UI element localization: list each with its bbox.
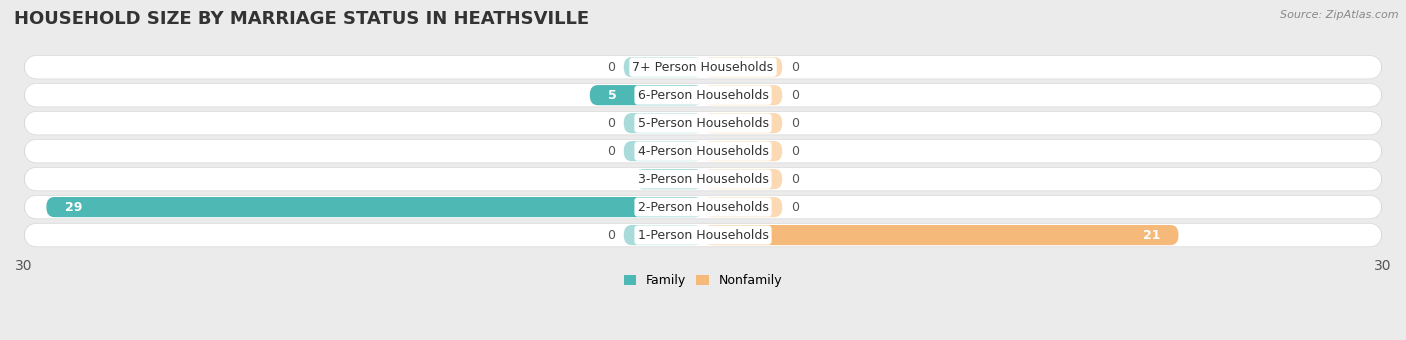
FancyBboxPatch shape	[624, 141, 703, 161]
Text: Source: ZipAtlas.com: Source: ZipAtlas.com	[1281, 10, 1399, 20]
FancyBboxPatch shape	[24, 83, 1382, 107]
Text: 6-Person Households: 6-Person Households	[637, 89, 769, 102]
Text: HOUSEHOLD SIZE BY MARRIAGE STATUS IN HEATHSVILLE: HOUSEHOLD SIZE BY MARRIAGE STATUS IN HEA…	[14, 10, 589, 28]
Text: 7+ Person Households: 7+ Person Households	[633, 61, 773, 74]
Text: 4-Person Households: 4-Person Households	[637, 144, 769, 158]
FancyBboxPatch shape	[703, 113, 782, 133]
FancyBboxPatch shape	[24, 195, 1382, 219]
FancyBboxPatch shape	[703, 85, 782, 105]
Text: 0: 0	[607, 144, 614, 158]
Text: 0: 0	[792, 144, 799, 158]
FancyBboxPatch shape	[589, 85, 703, 105]
FancyBboxPatch shape	[46, 197, 703, 217]
FancyBboxPatch shape	[624, 57, 703, 77]
Text: 5-Person Households: 5-Person Households	[637, 117, 769, 130]
Text: 0: 0	[792, 61, 799, 74]
FancyBboxPatch shape	[703, 197, 782, 217]
FancyBboxPatch shape	[703, 169, 782, 189]
FancyBboxPatch shape	[703, 225, 1178, 245]
FancyBboxPatch shape	[624, 113, 703, 133]
Text: 1-Person Households: 1-Person Households	[637, 228, 769, 241]
Text: 0: 0	[792, 117, 799, 130]
Text: 29: 29	[65, 201, 82, 214]
FancyBboxPatch shape	[24, 112, 1382, 135]
Text: 2-Person Households: 2-Person Households	[637, 201, 769, 214]
Text: 0: 0	[792, 89, 799, 102]
Text: 3-Person Households: 3-Person Households	[637, 173, 769, 186]
FancyBboxPatch shape	[703, 141, 782, 161]
FancyBboxPatch shape	[24, 223, 1382, 247]
FancyBboxPatch shape	[24, 139, 1382, 163]
Text: 3: 3	[654, 173, 662, 186]
FancyBboxPatch shape	[24, 55, 1382, 79]
FancyBboxPatch shape	[703, 57, 782, 77]
Text: 0: 0	[607, 228, 614, 241]
Text: 0: 0	[607, 117, 614, 130]
FancyBboxPatch shape	[624, 225, 703, 245]
Text: 0: 0	[607, 61, 614, 74]
FancyBboxPatch shape	[636, 169, 703, 189]
Text: 0: 0	[792, 201, 799, 214]
Text: 5: 5	[607, 89, 617, 102]
Text: 0: 0	[792, 173, 799, 186]
Legend: Family, Nonfamily: Family, Nonfamily	[619, 269, 787, 292]
FancyBboxPatch shape	[24, 167, 1382, 191]
Text: 21: 21	[1143, 228, 1160, 241]
